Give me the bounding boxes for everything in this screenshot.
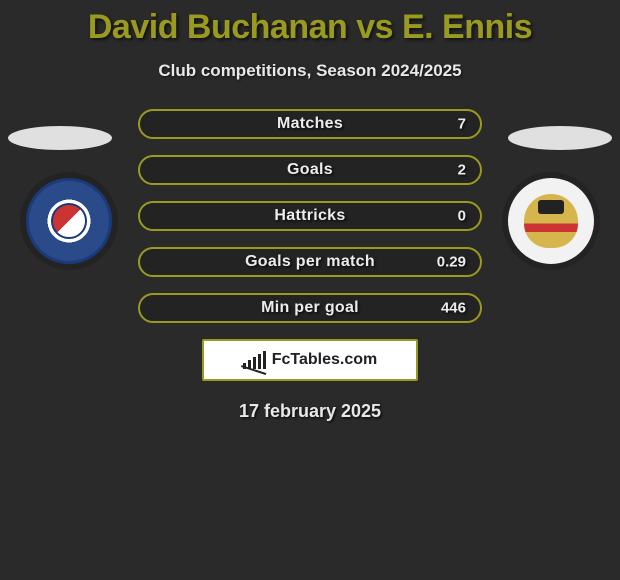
page-subtitle: Club competitions, Season 2024/2025: [0, 61, 620, 81]
page-title: David Buchanan vs E. Ennis: [0, 0, 620, 47]
stat-value-right: 0.29: [437, 254, 466, 271]
player-head-right: [508, 126, 612, 150]
stat-row-goals-per-match: Goals per match 0.29: [138, 247, 482, 277]
player-head-left: [8, 126, 112, 150]
stat-row-goals: Goals 2: [138, 155, 482, 185]
stat-row-hattricks: Hattricks 0: [138, 201, 482, 231]
stat-label: Min per goal: [261, 299, 359, 317]
stat-value-right: 0: [458, 208, 466, 225]
stat-row-matches: Matches 7: [138, 109, 482, 139]
stat-value-right: 7: [458, 116, 466, 133]
brand-chart-icon: [243, 351, 266, 369]
stat-label: Goals: [287, 161, 333, 179]
stat-label: Goals per match: [245, 253, 375, 271]
stat-row-min-per-goal: Min per goal 446: [138, 293, 482, 323]
stat-value-right: 446: [441, 300, 466, 317]
club-badge-right: [508, 178, 594, 264]
brand-box: FcTables.com: [202, 339, 418, 381]
stat-value-right: 2: [458, 162, 466, 179]
brand-text: FcTables.com: [272, 351, 378, 369]
stat-label: Matches: [277, 115, 343, 133]
club-badge-left: [26, 178, 112, 264]
stats-list: Matches 7 Goals 2 Hattricks 0 Goals per …: [138, 109, 482, 323]
stat-label: Hattricks: [274, 207, 345, 225]
generated-date: 17 february 2025: [0, 401, 620, 422]
